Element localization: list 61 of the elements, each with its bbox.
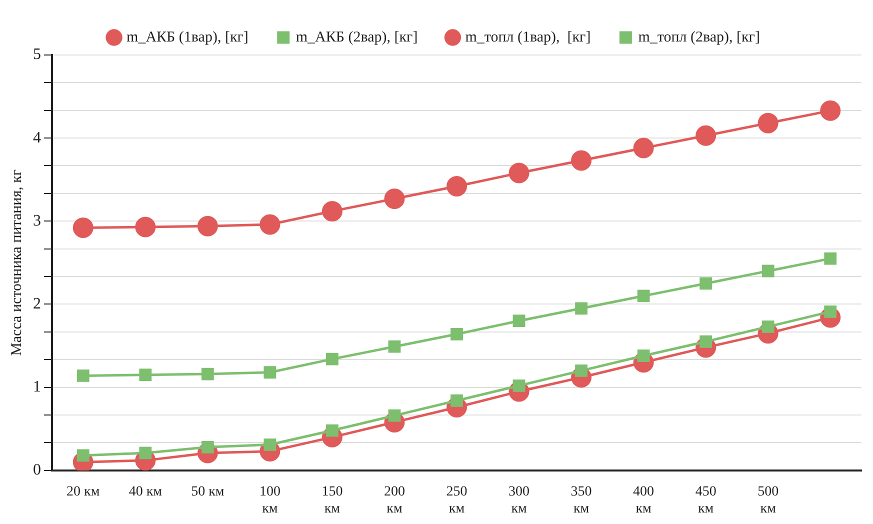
y-axis-title: Масса источника питания, кг: [8, 169, 25, 356]
point: [76, 369, 90, 382]
point: [388, 340, 401, 353]
point: [326, 352, 338, 366]
point: [197, 216, 218, 236]
legend-label: m_топл (2вар), [кг]: [638, 29, 760, 46]
point: [758, 112, 778, 134]
x-tick-label: 500 км: [758, 484, 779, 516]
point: [700, 335, 712, 348]
y-tick-label: 1: [33, 378, 41, 396]
legend-label: m_топл (1вар), [кг]: [465, 29, 591, 46]
x-tick-label: 20 км: [66, 484, 100, 500]
point: [633, 138, 654, 158]
point: [508, 162, 530, 184]
x-tick-label: 150 км: [322, 484, 343, 516]
point: [139, 446, 152, 460]
point: [201, 368, 214, 380]
x-tick-label: 400 км: [633, 484, 654, 516]
point: [696, 125, 716, 146]
x-tick-label: 450 км: [695, 484, 716, 516]
x-tick-label: 350 км: [570, 484, 592, 516]
point: [446, 176, 467, 197]
x-tick-label: 300 км: [508, 484, 530, 516]
point: [450, 394, 463, 407]
legend-label: m_АКБ (1вар), [кг]: [126, 29, 248, 46]
x-tick-label: 250 км: [446, 484, 468, 516]
y-tick-label: 0: [33, 462, 41, 479]
point: [512, 314, 526, 328]
point: [700, 277, 712, 290]
point: [264, 438, 276, 451]
y-tick-label: 3: [33, 212, 41, 230]
point: [264, 366, 276, 379]
point: [322, 200, 342, 222]
point: [326, 424, 338, 437]
legend-label: m_АКБ (2вар), [кг]: [296, 29, 418, 46]
point: [637, 290, 650, 302]
x-tick-label: 50 км: [191, 484, 224, 500]
point: [201, 440, 214, 454]
point: [450, 328, 463, 340]
point: [575, 364, 588, 377]
point: [762, 264, 774, 278]
y-tick-label: 4: [33, 129, 41, 146]
x-tick-label: 100 км: [259, 484, 280, 516]
point: [575, 302, 588, 315]
point: [824, 252, 837, 265]
point: [820, 100, 841, 121]
x-tick-label: 40 км: [128, 484, 162, 500]
point: [637, 350, 650, 362]
point: [260, 214, 280, 235]
point: [384, 188, 405, 209]
point: [72, 218, 94, 238]
point: [512, 379, 526, 392]
point: [135, 216, 156, 238]
point: [762, 320, 774, 333]
y-tick-label: 5: [33, 46, 41, 64]
point: [139, 368, 152, 382]
point: [571, 150, 592, 171]
point: [824, 306, 837, 318]
x-tick-label: 200 км: [384, 484, 405, 516]
point: [388, 409, 401, 422]
y-tick-label: 2: [33, 295, 41, 312]
